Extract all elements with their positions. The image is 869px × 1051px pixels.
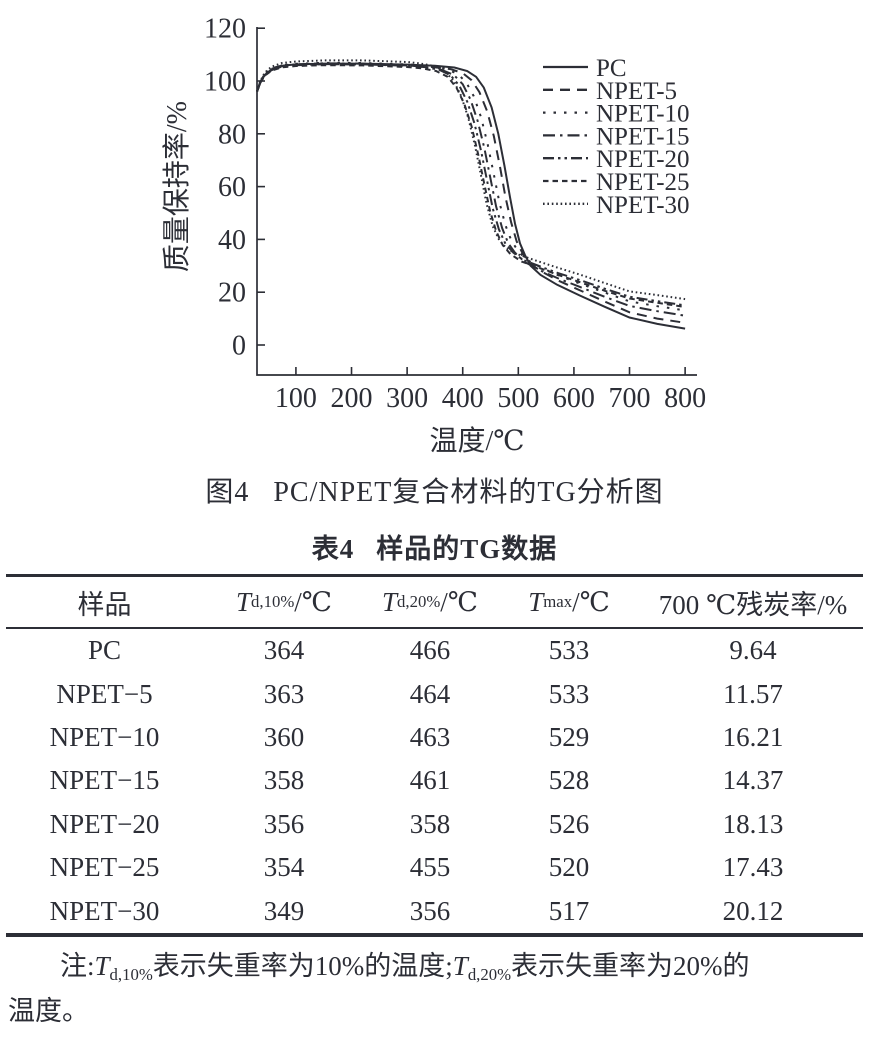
value-cell: 354 (263, 852, 305, 883)
table-header-cell: 700 ℃残炭率/% (643, 577, 863, 629)
y-axis-tick-label: 20 (218, 278, 246, 309)
x-axis-title: 温度/℃ (429, 425, 524, 457)
y-axis-tick-label: 120 (204, 14, 246, 45)
value-cell: 464 (409, 678, 451, 709)
y-axis-title: 质量保持率/% (161, 101, 193, 272)
value-cell: 14.37 (722, 765, 784, 796)
sample-name-cell: NPET−30 (49, 895, 160, 926)
table-header-cell: 样品 (6, 577, 203, 629)
value-cell: 356 (263, 808, 305, 839)
value-cell: 358 (409, 808, 451, 839)
x-axis-tick-label: 500 (497, 383, 539, 414)
value-cell: 520 (548, 852, 590, 883)
value-cell: 533 (548, 678, 590, 709)
table-title-text: 样品的TG数据 (376, 534, 558, 564)
legend-label-NPET-15: NPET-15 (596, 123, 690, 150)
y-axis-tick-label: 100 (204, 67, 246, 98)
sample-name-cell: NPET−25 (49, 852, 160, 883)
y-axis-tick-label: 40 (218, 225, 246, 256)
value-cell: 16.21 (722, 721, 784, 752)
series-line-NPET-25 (256, 64, 686, 308)
legend-label-NPET-30: NPET-30 (596, 192, 690, 219)
series-line-NPET-5 (256, 63, 686, 324)
value-cell: 528 (548, 765, 590, 796)
sample-name-cell: NPET−20 (49, 808, 160, 839)
sample-name-cell: PC (87, 635, 122, 666)
value-cell: 364 (263, 635, 305, 666)
value-cell: 349 (263, 895, 305, 926)
table-title: 表4 样品的TG数据 (0, 527, 869, 566)
legend-label-NPET-5: NPET-5 (596, 78, 677, 105)
value-cell: 455 (409, 852, 451, 883)
series-line-NPET-20 (256, 62, 686, 307)
value-cell: 17.43 (722, 852, 784, 883)
x-axis-tick-label: 100 (275, 383, 317, 414)
value-cell: 18.13 (722, 808, 784, 839)
legend-label-PC: PC (596, 55, 627, 82)
tg-chart: 0 20 40 60 80 100 120 100 200 300 400 500 600 700 800 质… (161, 14, 706, 457)
y-axis-tick-label: 0 (232, 331, 246, 362)
series-line-PC (256, 62, 686, 330)
y-axis-tick-label: 80 (218, 119, 246, 150)
legend-label-NPET-10: NPET-10 (596, 101, 690, 128)
value-cell: 356 (409, 895, 451, 926)
x-axis-tick-label: 300 (386, 383, 428, 414)
sample-name-cell: NPET−5 (56, 678, 153, 709)
value-cell: 358 (263, 765, 305, 796)
value-cell: 360 (263, 721, 305, 752)
value-cell: 466 (409, 635, 451, 666)
value-cell: 20.12 (722, 895, 784, 926)
value-cell: 529 (548, 721, 590, 752)
table-note: 注:Td,10%表示失重率为10%的温度;Td,20%表示失重率为20%的温度。 (8, 944, 863, 1034)
x-axis-tick-label: 800 (664, 383, 706, 414)
value-cell: 363 (263, 678, 305, 709)
value-cell: 9.64 (729, 635, 777, 666)
note-line: 温度。 (8, 996, 89, 1026)
sample-name-cell: NPET−15 (49, 765, 160, 796)
figure-caption: 图4 PC/NPET复合材料的TG分析图 (0, 470, 869, 510)
value-cell: 517 (548, 895, 590, 926)
legend-label-NPET-20: NPET-20 (596, 146, 690, 173)
value-cell: 533 (548, 635, 590, 666)
y-axis-tick-label: 60 (218, 172, 246, 203)
value-cell: 461 (409, 765, 451, 796)
x-axis-tick-label: 700 (609, 383, 651, 414)
figure-caption-text: PC/NPET复合材料的TG分析图 (273, 477, 664, 508)
axes (256, 27, 697, 376)
note-line: 注:Td,10%表示失重率为10%的温度;Td,20%表示失重率为20%的 (60, 951, 750, 985)
x-axis-tick-label: 600 (553, 383, 595, 414)
x-axis-tick-label: 200 (331, 383, 373, 414)
sample-name-cell: NPET−10 (49, 721, 160, 752)
value-cell: 463 (409, 721, 451, 752)
series-line-NPET-15 (256, 63, 686, 317)
value-cell: 526 (548, 808, 590, 839)
figure-caption-label: 图4 (205, 477, 250, 508)
table-title-label: 表4 (311, 534, 355, 564)
series-line-NPET-30 (256, 59, 686, 301)
value-cell: 11.57 (723, 678, 783, 709)
x-axis-tick-label: 400 (442, 383, 484, 414)
legend-label-NPET-25: NPET-25 (596, 169, 690, 196)
